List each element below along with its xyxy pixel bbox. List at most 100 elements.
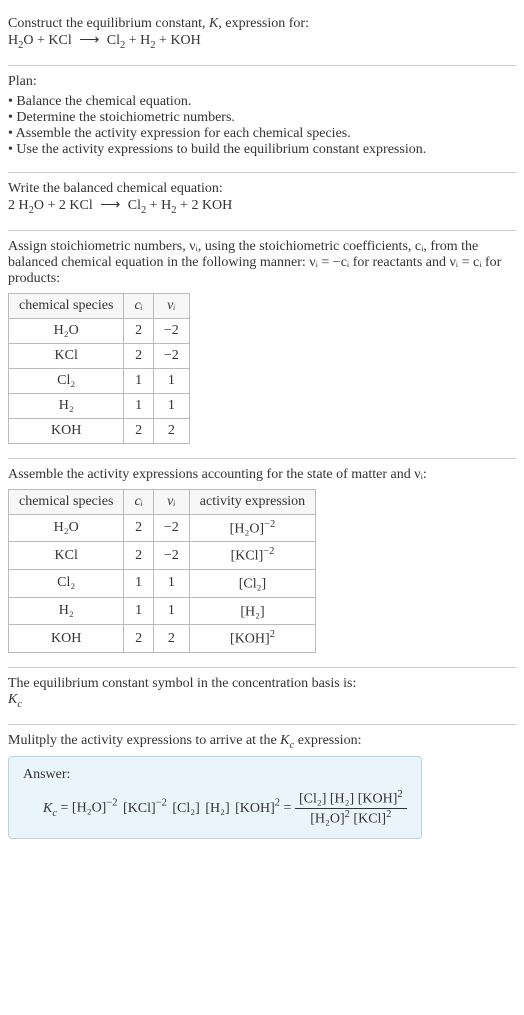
k-sym: K: [43, 801, 52, 816]
cell-ci: 2: [124, 343, 153, 368]
plan-item: Determine the stoichiometric numbers.: [8, 110, 516, 126]
answer-box: Answer: Kc = [H₂O]−2 [KCl]−2 [Cl₂] [H₂] …: [8, 756, 422, 838]
cell-ci: 1: [124, 393, 153, 418]
table-row: Cl₂11[Cl₂]: [9, 569, 316, 597]
vi-label: νᵢ: [167, 298, 175, 313]
term: [H₂O]: [310, 812, 344, 827]
products: Cl2 + H2 + KOH: [107, 33, 201, 48]
cell-ci: 2: [124, 514, 153, 542]
koh: + KOH: [156, 33, 201, 48]
equals: =: [61, 801, 72, 816]
assemble-section: Assemble the activity expressions accoun…: [8, 459, 516, 668]
intro-section: Construct the equilibrium constant, K, e…: [8, 8, 516, 66]
cell-ci: 2: [124, 625, 153, 653]
cell-activity: [KOH]2: [189, 625, 315, 653]
plan-item: Assemble the activity expression for eac…: [8, 126, 516, 142]
multiply-text: Mulitply the activity expressions to arr…: [8, 733, 516, 751]
cell-vi: 1: [153, 368, 189, 393]
ae-base: [KOH]: [230, 632, 270, 647]
reaction-arrow: ⟶: [96, 198, 124, 213]
kc-symbol-section: The equilibrium constant symbol in the c…: [8, 668, 516, 725]
reactant-h2o: H2O + KCl: [8, 33, 72, 48]
table-row: KOH22: [9, 418, 190, 443]
cell-species: KCl: [9, 542, 124, 570]
b-koh: + 2 KOH: [177, 198, 233, 213]
col-vi: νᵢ: [153, 293, 189, 318]
cell-species: H₂O: [9, 318, 124, 343]
b-h2: + H: [146, 198, 171, 213]
ci-label: cᵢ: [134, 494, 142, 509]
cell-activity: [KCl]−2: [189, 542, 315, 570]
table-row: H₂O2−2[H₂O]−2: [9, 514, 316, 542]
cell-vi: 1: [153, 597, 189, 625]
exp: 2: [345, 809, 350, 820]
balanced-equation: 2 H2O + 2 KCl ⟶ Cl2 + H2 + 2 KOH: [8, 197, 516, 216]
cell-species: KCl: [9, 343, 124, 368]
col-species: chemical species: [9, 489, 124, 514]
plan-item: Balance the chemical equation.: [8, 94, 516, 110]
cell-species: KOH: [9, 418, 124, 443]
cell-activity: [H₂]: [189, 597, 315, 625]
k-sub: c: [52, 808, 57, 819]
cell-species: KOH: [9, 625, 124, 653]
term: [Cl₂]: [299, 792, 326, 807]
cell-activity: [Cl₂]: [189, 569, 315, 597]
table-row: KOH22[KOH]2: [9, 625, 316, 653]
table-row: H₂11: [9, 393, 190, 418]
balanced-title: Write the balanced chemical equation:: [8, 181, 516, 197]
term: [KCl]: [353, 812, 386, 827]
cell-species: H₂O: [9, 514, 124, 542]
cell-ci: 1: [124, 597, 153, 625]
cell-ci: 1: [124, 569, 153, 597]
assemble-text: Assemble the activity expressions accoun…: [8, 467, 516, 483]
term: [KCl]: [121, 801, 156, 816]
b-o-kcl: O + 2 KCl: [34, 198, 93, 213]
kc-text: The equilibrium constant symbol in the c…: [8, 676, 516, 692]
cell-vi: −2: [153, 542, 189, 570]
answer-equation: Kc = [H₂O]−2 [KCl]−2 [Cl₂] [H₂] [KOH]2 =…: [23, 789, 407, 827]
cell-vi: −2: [153, 514, 189, 542]
term: [H₂]: [330, 792, 354, 807]
table-header-row: chemical species cᵢ νᵢ activity expressi…: [9, 489, 316, 514]
kc-symbol: Kc: [8, 692, 516, 710]
reaction-arrow: ⟶: [75, 33, 103, 48]
k-sym: K: [8, 692, 17, 707]
exp: 2: [397, 789, 402, 800]
ae-base: [H₂]: [240, 604, 264, 619]
answer-label: Answer:: [23, 767, 407, 783]
col-activity: activity expression: [189, 489, 315, 514]
plan-section: Plan: Balance the chemical equation. Det…: [8, 66, 516, 173]
intro-text-1: Construct the equilibrium constant,: [8, 16, 209, 31]
vi-label: νᵢ: [167, 494, 175, 509]
table-row: Cl₂11: [9, 368, 190, 393]
assign-section: Assign stoichiometric numbers, νᵢ, using…: [8, 231, 516, 459]
ae-base: [Cl₂]: [239, 577, 266, 592]
answer-lhs: Kc: [23, 801, 57, 816]
ae-exp: −2: [264, 519, 275, 530]
ae-exp: −2: [263, 546, 274, 557]
h2: + H: [125, 33, 150, 48]
cell-species: Cl₂: [9, 569, 124, 597]
cell-ci: 2: [124, 418, 153, 443]
table-row: KCl2−2: [9, 343, 190, 368]
ae-base: [KCl]: [231, 549, 264, 564]
term: [KOH]: [233, 801, 275, 816]
plan-title: Plan:: [8, 74, 516, 90]
assign-text: Assign stoichiometric numbers, νᵢ, using…: [8, 239, 516, 287]
cell-vi: −2: [153, 343, 189, 368]
intro-text-2: , expression for:: [218, 16, 309, 31]
cell-ci: 1: [124, 368, 153, 393]
stoich-table: chemical species cᵢ νᵢ H₂O2−2 KCl2−2 Cl₂…: [8, 293, 190, 444]
ae-exp: 2: [270, 629, 275, 640]
o-kcl: O + KCl: [23, 33, 71, 48]
exp: −2: [156, 798, 167, 809]
cell-vi: 1: [153, 569, 189, 597]
table-row: H₂O2−2: [9, 318, 190, 343]
term: [Cl₂]: [170, 801, 199, 816]
cell-species: H₂: [9, 393, 124, 418]
col-ci: cᵢ: [124, 293, 153, 318]
cell-species: H₂: [9, 597, 124, 625]
exp: −2: [106, 798, 117, 809]
h: H: [8, 33, 18, 48]
activity-table: chemical species cᵢ νᵢ activity expressi…: [8, 489, 316, 653]
